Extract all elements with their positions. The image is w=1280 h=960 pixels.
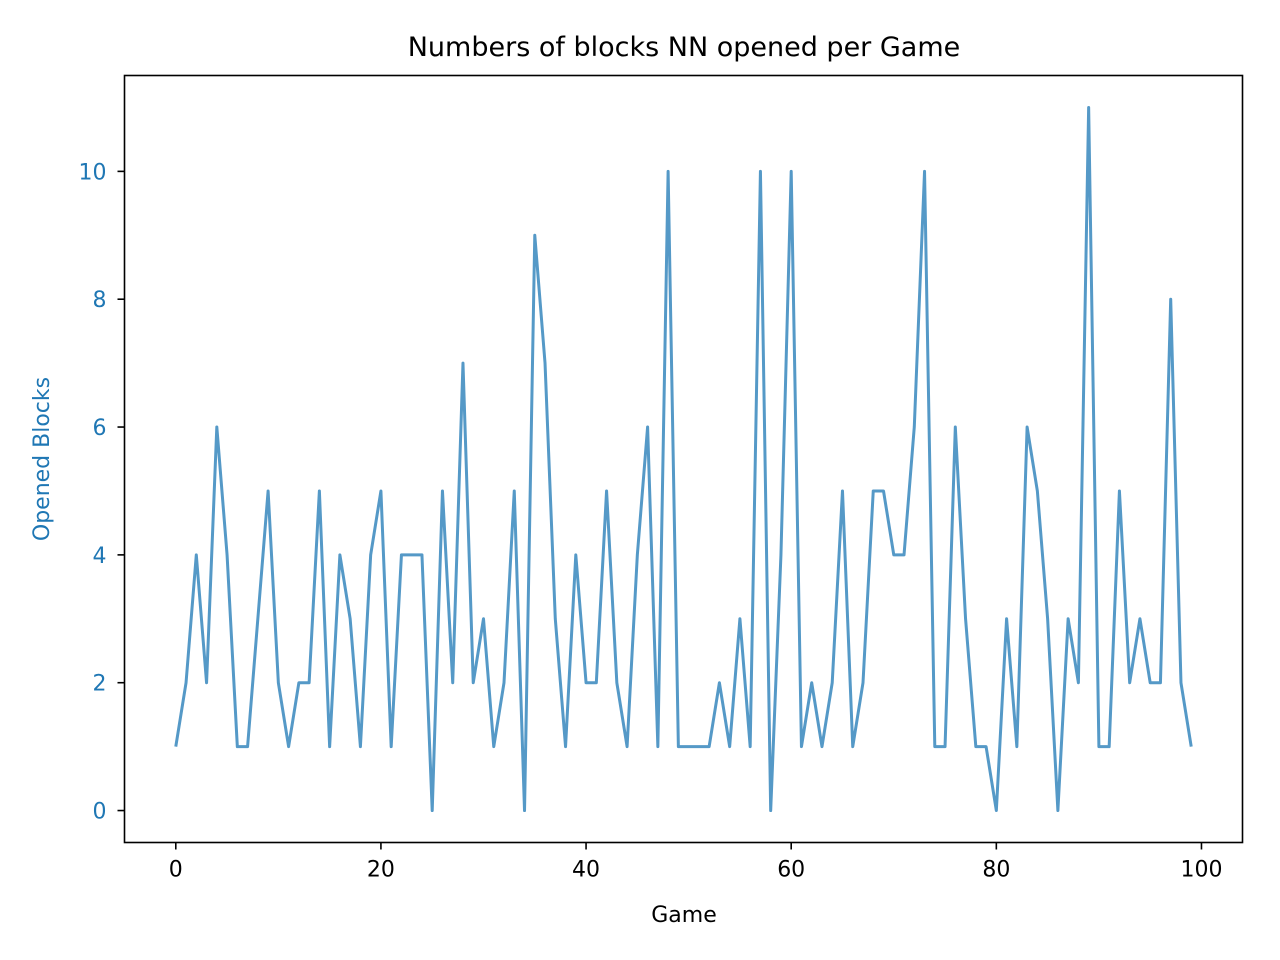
chart-title: Numbers of blocks NN opened per Game <box>408 32 961 63</box>
y-tick-label: 6 <box>93 416 107 441</box>
x-tick-label: 0 <box>169 858 183 883</box>
x-tick-label: 40 <box>572 858 600 883</box>
x-axis-label: Game <box>651 903 717 928</box>
y-tick-label: 8 <box>93 288 107 313</box>
series-line-0 <box>174 105 1193 813</box>
series-lines <box>174 105 1193 813</box>
x-axis-ticks: 0 20 40 60 80 100 <box>169 842 1222 883</box>
x-tick-label: 100 <box>1180 858 1222 883</box>
x-tick-label: 80 <box>982 858 1010 883</box>
x-tick-label: 20 <box>367 858 395 883</box>
y-tick-label: 2 <box>93 672 107 697</box>
y-tick-label: 0 <box>93 800 107 825</box>
plot-frame <box>123 74 1244 844</box>
y-axis-ticks: 0 2 4 6 8 10 <box>79 160 125 825</box>
y-axis-label: Opened Blocks <box>30 377 55 541</box>
x-tick-label: 60 <box>777 858 805 883</box>
y-tick-label: 4 <box>93 544 107 569</box>
y-tick-label: 10 <box>79 160 107 185</box>
